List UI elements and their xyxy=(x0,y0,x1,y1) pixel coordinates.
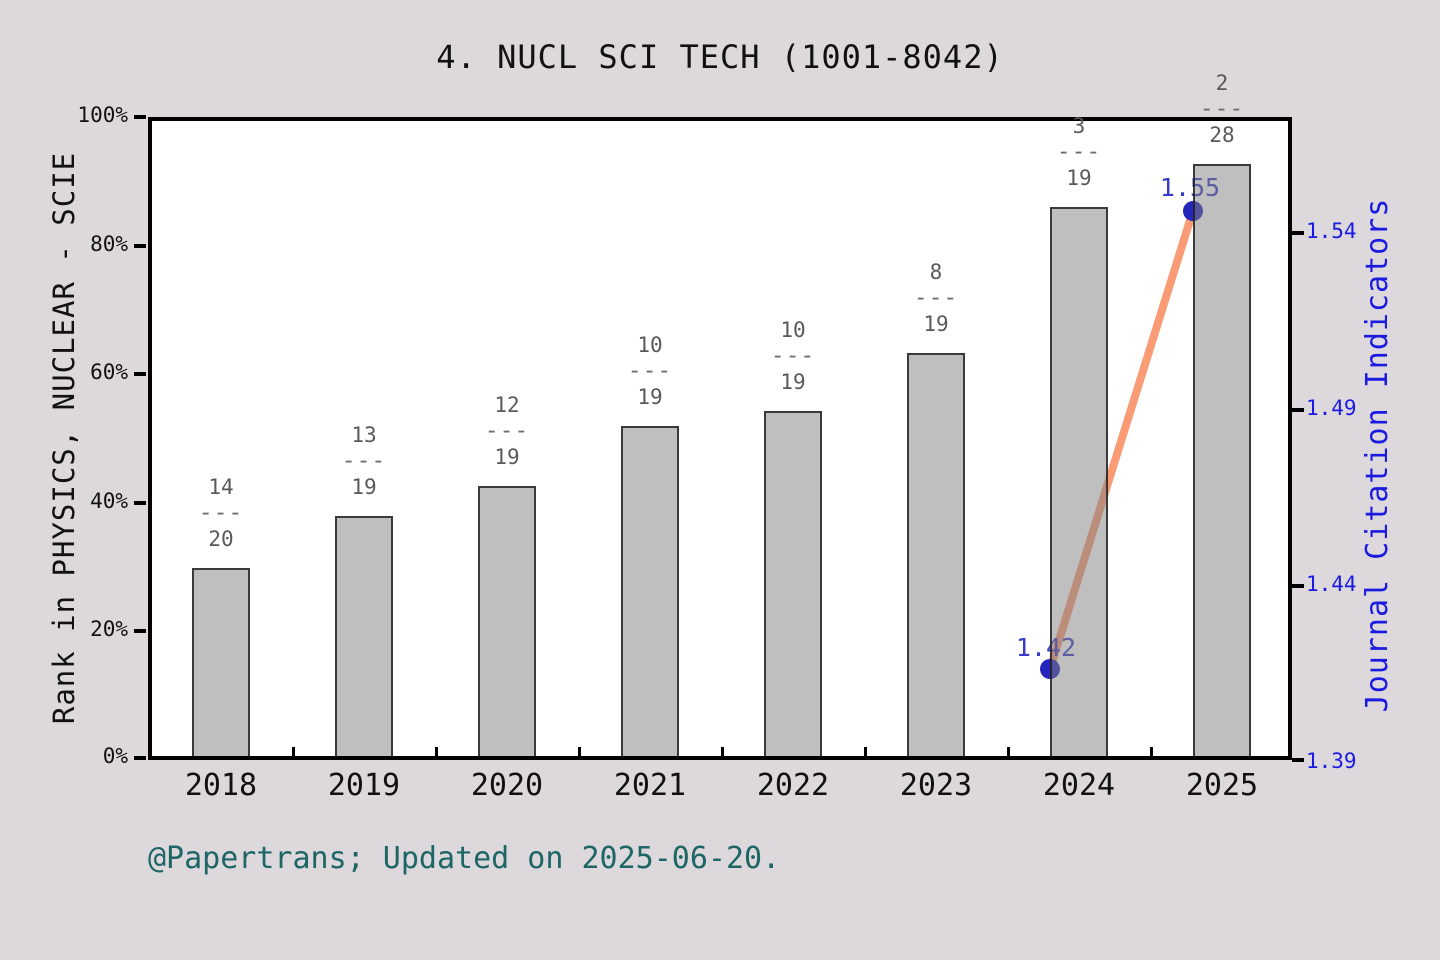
chart-title: 4. NUCL SCI TECH (1001-8042) xyxy=(436,38,1004,76)
left-ytick-60: 60% xyxy=(90,360,128,384)
xtick-2024: 2024 xyxy=(1042,768,1116,803)
right-ytick-154: 1.54 xyxy=(1306,219,1357,243)
xtick-2025: 2025 xyxy=(1185,768,1259,803)
right-axis-label: Journal Citation Indicators xyxy=(1360,197,1395,713)
left-tick-mark xyxy=(134,629,146,633)
right-tick-mark xyxy=(1292,584,1304,588)
left-tick-mark xyxy=(134,501,146,505)
bar-2023 xyxy=(907,353,965,756)
left-tick-mark xyxy=(134,756,146,760)
left-tick-mark xyxy=(134,244,146,248)
bar-2020 xyxy=(478,486,536,756)
xtick-2023: 2023 xyxy=(899,768,973,803)
left-tick-mark xyxy=(134,115,146,119)
right-tick-mark xyxy=(1292,758,1304,762)
right-ytick-144: 1.44 xyxy=(1306,572,1357,596)
bar-2025 xyxy=(1193,164,1251,756)
source-caption: @Papertrans; Updated on 2025-06-20. xyxy=(148,841,781,876)
fraction-bar: --- xyxy=(1199,96,1245,122)
left-ytick-20: 20% xyxy=(90,617,128,641)
xtick-2020: 2020 xyxy=(470,768,544,803)
bar-2022 xyxy=(764,411,822,756)
bar-2018 xyxy=(192,568,250,756)
plot-area: 1.42 1.55 14 --- 20 13 --- xyxy=(148,71,1292,760)
xtick-2019: 2019 xyxy=(327,768,401,803)
xtick-2018: 2018 xyxy=(184,768,258,803)
left-ytick-0: 0% xyxy=(102,744,128,768)
left-ytick-40: 40% xyxy=(90,489,128,513)
bar-2024 xyxy=(1050,207,1108,756)
right-tick-mark xyxy=(1292,408,1304,412)
right-ytick-149: 1.49 xyxy=(1306,396,1357,420)
left-ytick-80: 80% xyxy=(90,232,128,256)
xtick-2021: 2021 xyxy=(613,768,687,803)
right-tick-mark xyxy=(1292,231,1304,235)
left-ytick-100: 100% xyxy=(77,103,128,127)
xtick-2022: 2022 xyxy=(756,768,830,803)
bars-layer xyxy=(152,121,1288,756)
bar-2021 xyxy=(621,426,679,756)
bar-2019 xyxy=(335,516,393,756)
left-tick-mark xyxy=(134,372,146,376)
left-axis-label: Rank in PHYSICS, NUCLEAR - SCIE xyxy=(47,151,81,725)
right-ytick-139: 1.39 xyxy=(1306,749,1357,773)
